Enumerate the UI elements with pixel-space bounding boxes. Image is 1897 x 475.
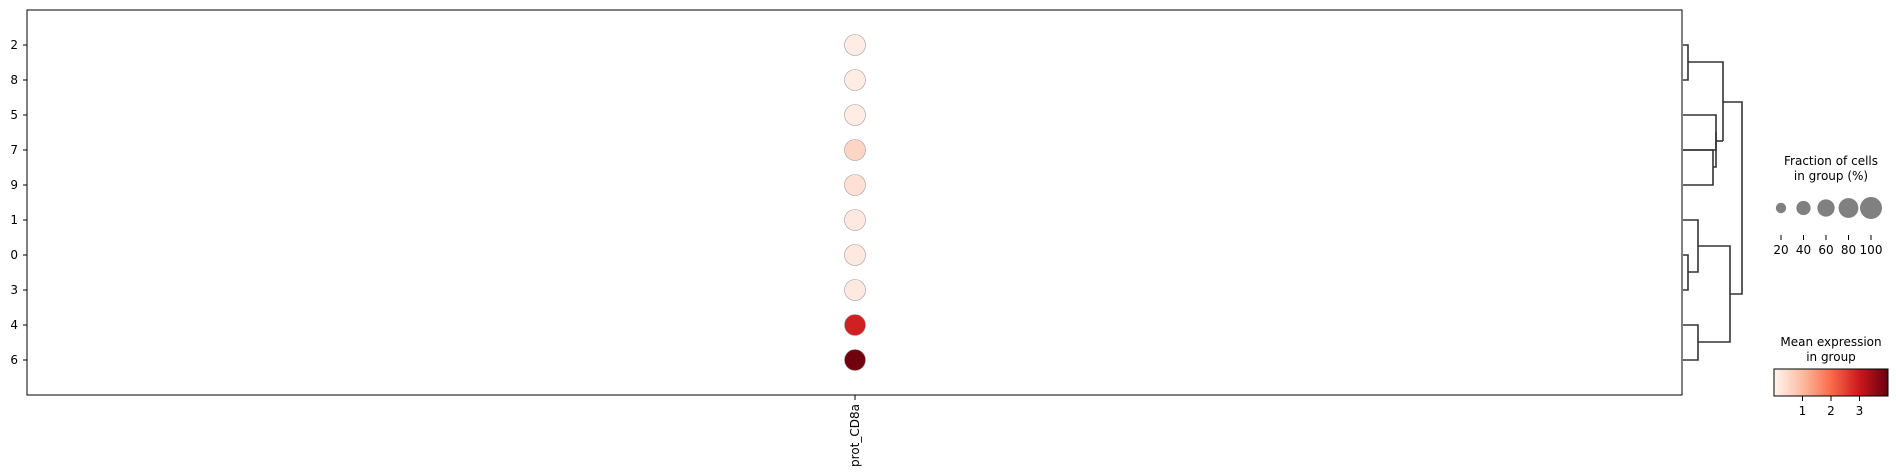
size-legend: Fraction of cells in group (%) 20 40 60 80 1… — [1773, 154, 1882, 257]
colorbar-tick-label: 2 — [1827, 404, 1835, 418]
dot — [844, 314, 866, 336]
size-legend-tick-label: 60 — [1818, 243, 1833, 257]
dendrogram-branch — [1683, 254, 1689, 291]
size-legend-dot — [1796, 200, 1811, 216]
dendrogram-branch — [1683, 44, 1689, 81]
y-tick-label: 0 — [10, 248, 18, 262]
size-legend-title-line-2: in group (%) — [1794, 169, 1868, 183]
dot — [844, 279, 866, 301]
size-legend-dot — [1838, 198, 1859, 218]
dendrogram-branch — [1683, 149, 1714, 186]
y-tick-label: 5 — [10, 108, 18, 122]
colorbar-tick-label: 3 — [1856, 404, 1864, 418]
y-tick-label: 3 — [10, 283, 18, 297]
y-tick-label: 8 — [10, 73, 18, 87]
color-legend-title-line-1: Mean expression — [1780, 335, 1881, 349]
y-tick-label: 9 — [10, 178, 18, 192]
size-legend-tick-label: 80 — [1841, 243, 1856, 257]
size-legend-title-line-1: Fraction of cells — [1784, 154, 1878, 168]
dendrogram-branch — [1723, 101, 1743, 295]
y-tick-label: 2 — [10, 38, 18, 52]
colorbar-tick-label: 1 — [1799, 404, 1807, 418]
y-tick-label: 7 — [10, 143, 18, 157]
size-legend-dot — [1860, 197, 1882, 219]
dot — [844, 139, 866, 161]
dot — [844, 349, 866, 371]
dendrogram — [1683, 44, 1743, 361]
dendrogram-branch — [1683, 324, 1699, 361]
dot — [844, 69, 866, 91]
color-legend-title-line-2: in group — [1806, 350, 1856, 364]
size-legend-dot — [1775, 202, 1787, 214]
dendrogram-branch — [1698, 245, 1731, 343]
dot — [844, 34, 866, 56]
size-legend-dot — [1817, 199, 1835, 217]
colorbar — [1773, 368, 1889, 397]
dot — [844, 104, 866, 126]
size-legend-tick-label: 20 — [1773, 243, 1788, 257]
dot — [844, 244, 866, 266]
plot-frame — [26, 9, 1683, 396]
dot — [844, 174, 866, 196]
dendrogram-branch — [1688, 61, 1724, 141]
color-legend: Mean expression in group 1 2 3 — [1773, 335, 1889, 418]
size-legend-tick-label: 40 — [1796, 243, 1811, 257]
y-tick-label: 1 — [10, 213, 18, 227]
dendrogram-branch — [1683, 114, 1717, 151]
x-tick-label: prot_CD8a — [848, 404, 862, 467]
dot — [844, 209, 866, 231]
size-legend-tick-label: 100 — [1860, 243, 1883, 257]
y-tick-label: 6 — [10, 353, 18, 367]
dendrogram-branch — [1683, 219, 1699, 273]
dots-layer — [844, 34, 866, 371]
x-axis: prot_CD8a — [848, 395, 862, 467]
y-axis: 2 8 5 7 9 1 0 3 4 6 — [10, 38, 27, 367]
y-tick-label: 4 — [10, 318, 18, 332]
dendrogram-branch — [1713, 132, 1717, 168]
